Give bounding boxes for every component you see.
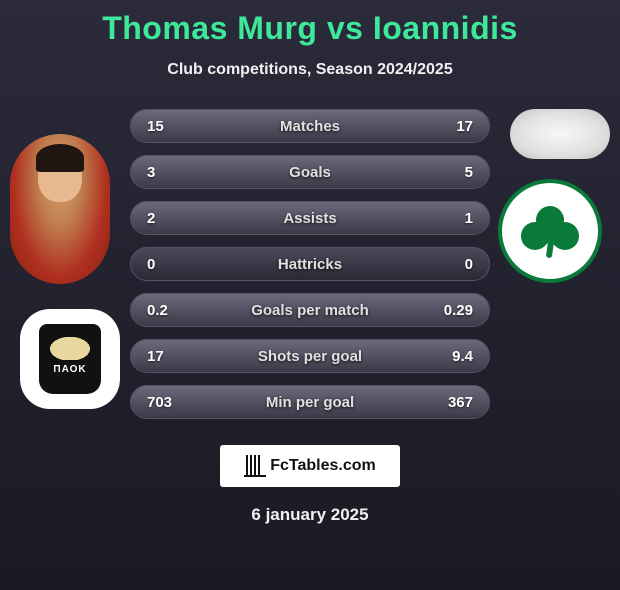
- stat-label: Min per goal: [266, 394, 354, 411]
- stat-value-left: 17: [147, 348, 164, 365]
- stat-value-right: 367: [448, 394, 473, 411]
- page-subtitle: Club competitions, Season 2024/2025: [0, 61, 620, 79]
- comparison-panel: ΠΑΟΚ 15 17 Matches 3 5 Goals 2 1 Assists 0 0 Hattri…: [0, 109, 620, 429]
- stat-row: 2 1 Assists: [130, 201, 490, 235]
- stat-row: 17 9.4 Shots per goal: [130, 339, 490, 373]
- player-left-avatar: [10, 134, 110, 284]
- stat-label: Shots per goal: [258, 348, 362, 365]
- stat-value-left: 3: [147, 164, 155, 181]
- stat-label: Hattricks: [278, 256, 342, 273]
- stat-value-right: 5: [465, 164, 473, 181]
- stat-value-right: 0: [465, 256, 473, 273]
- player-right-avatar: [510, 109, 610, 159]
- bar-chart-icon: [244, 455, 266, 477]
- stat-label: Matches: [280, 118, 340, 135]
- stat-row: 15 17 Matches: [130, 109, 490, 143]
- stat-row: 0.2 0.29 Goals per match: [130, 293, 490, 327]
- paok-badge-icon: ΠΑΟΚ: [39, 324, 101, 394]
- stat-value-right: 9.4: [452, 348, 473, 365]
- player-right-club-badge: [498, 179, 602, 283]
- stat-value-right: 1: [465, 210, 473, 227]
- date-label: 6 january 2025: [0, 505, 620, 525]
- player-left-club-badge: ΠΑΟΚ: [20, 309, 120, 409]
- stat-row: 3 5 Goals: [130, 155, 490, 189]
- panathinaikos-badge-icon: [515, 196, 585, 266]
- stat-row: 703 367 Min per goal: [130, 385, 490, 419]
- footer-brand-badge: FcTables.com: [220, 445, 400, 487]
- stat-label: Goals per match: [251, 302, 369, 319]
- stat-value-left: 15: [147, 118, 164, 135]
- stat-value-right: 17: [456, 118, 473, 135]
- footer-brand-text: FcTables.com: [270, 457, 376, 475]
- stat-value-left: 703: [147, 394, 172, 411]
- paok-badge-text: ΠΑΟΚ: [53, 364, 86, 375]
- stat-value-left: 0: [147, 256, 155, 273]
- stat-value-right: 0.29: [444, 302, 473, 319]
- stat-label: Goals: [289, 164, 331, 181]
- stat-value-left: 0.2: [147, 302, 168, 319]
- stat-value-left: 2: [147, 210, 155, 227]
- stat-row: 0 0 Hattricks: [130, 247, 490, 281]
- stat-label: Assists: [283, 210, 336, 227]
- stat-bars: 15 17 Matches 3 5 Goals 2 1 Assists 0 0 Hattricks 0.…: [130, 109, 490, 431]
- page-title: Thomas Murg vs Ioannidis: [0, 10, 620, 47]
